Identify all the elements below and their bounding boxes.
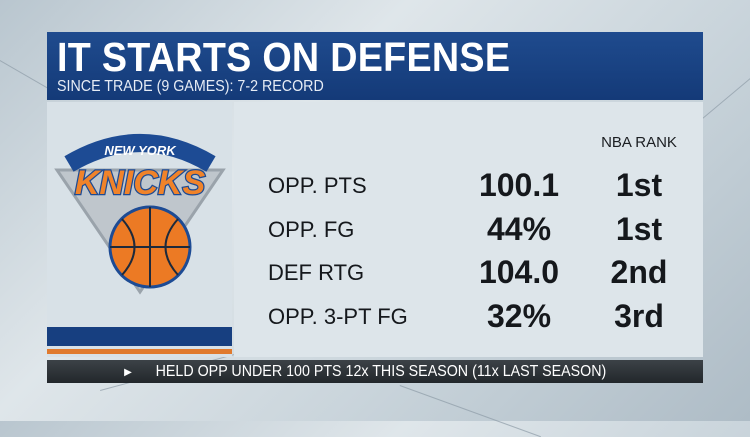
subtitle: SINCE TRADE (9 GAMES): 7-2 RECORD xyxy=(57,78,324,95)
stat-rank: 3rd xyxy=(614,298,664,334)
footer-text: HELD OPP UNDER 100 PTS 12x THIS SEASON (… xyxy=(155,363,607,380)
stat-rank: 1st xyxy=(615,167,663,203)
stat-row: OPP. FG 44% 1st xyxy=(234,209,703,249)
svg-text:NEW YORK: NEW YORK xyxy=(104,143,177,158)
triangle-right-icon: ▶ xyxy=(124,367,132,378)
stat-row: OPP. 3-PT FG 32% 3rd xyxy=(234,296,703,336)
background-line xyxy=(399,385,541,437)
stats-panel: NBA RANK OPP. PTS 100.1 1st OPP. FG 44% … xyxy=(234,102,703,357)
stat-value: 32% xyxy=(486,298,552,334)
accent-bar-blue xyxy=(47,327,232,346)
stat-row: DEF RTG 104.0 2nd xyxy=(234,252,703,292)
accent-bar-orange xyxy=(47,349,232,354)
title-bar: IT STARTS ON DEFENSE SINCE TRADE (9 GAME… xyxy=(47,32,703,100)
title: IT STARTS ON DEFENSE xyxy=(57,34,511,80)
stat-row: OPP. PTS 100.1 1st xyxy=(234,165,703,205)
logo-panel: NEW YORK KNICKS xyxy=(47,102,232,357)
stat-label: OPP. FG xyxy=(268,217,355,242)
background-line xyxy=(0,60,52,91)
knicks-logo: NEW YORK KNICKS xyxy=(54,134,226,295)
footer-ticker: ▶ HELD OPP UNDER 100 PTS 12x THIS SEASON… xyxy=(47,360,703,383)
svg-text:KNICKS: KNICKS xyxy=(75,164,206,202)
rank-header: NBA RANK xyxy=(601,134,677,151)
stat-label: DEF RTG xyxy=(268,260,365,285)
stat-label: OPP. 3-PT FG xyxy=(268,304,408,329)
stat-value: 100.1 xyxy=(478,167,560,203)
background-line xyxy=(700,68,750,121)
stat-value: 44% xyxy=(486,211,552,247)
stat-rank: 1st xyxy=(615,211,663,247)
stat-rank: 2nd xyxy=(610,254,668,290)
stat-value: 104.0 xyxy=(478,254,560,290)
stat-label: OPP. PTS xyxy=(268,173,367,198)
